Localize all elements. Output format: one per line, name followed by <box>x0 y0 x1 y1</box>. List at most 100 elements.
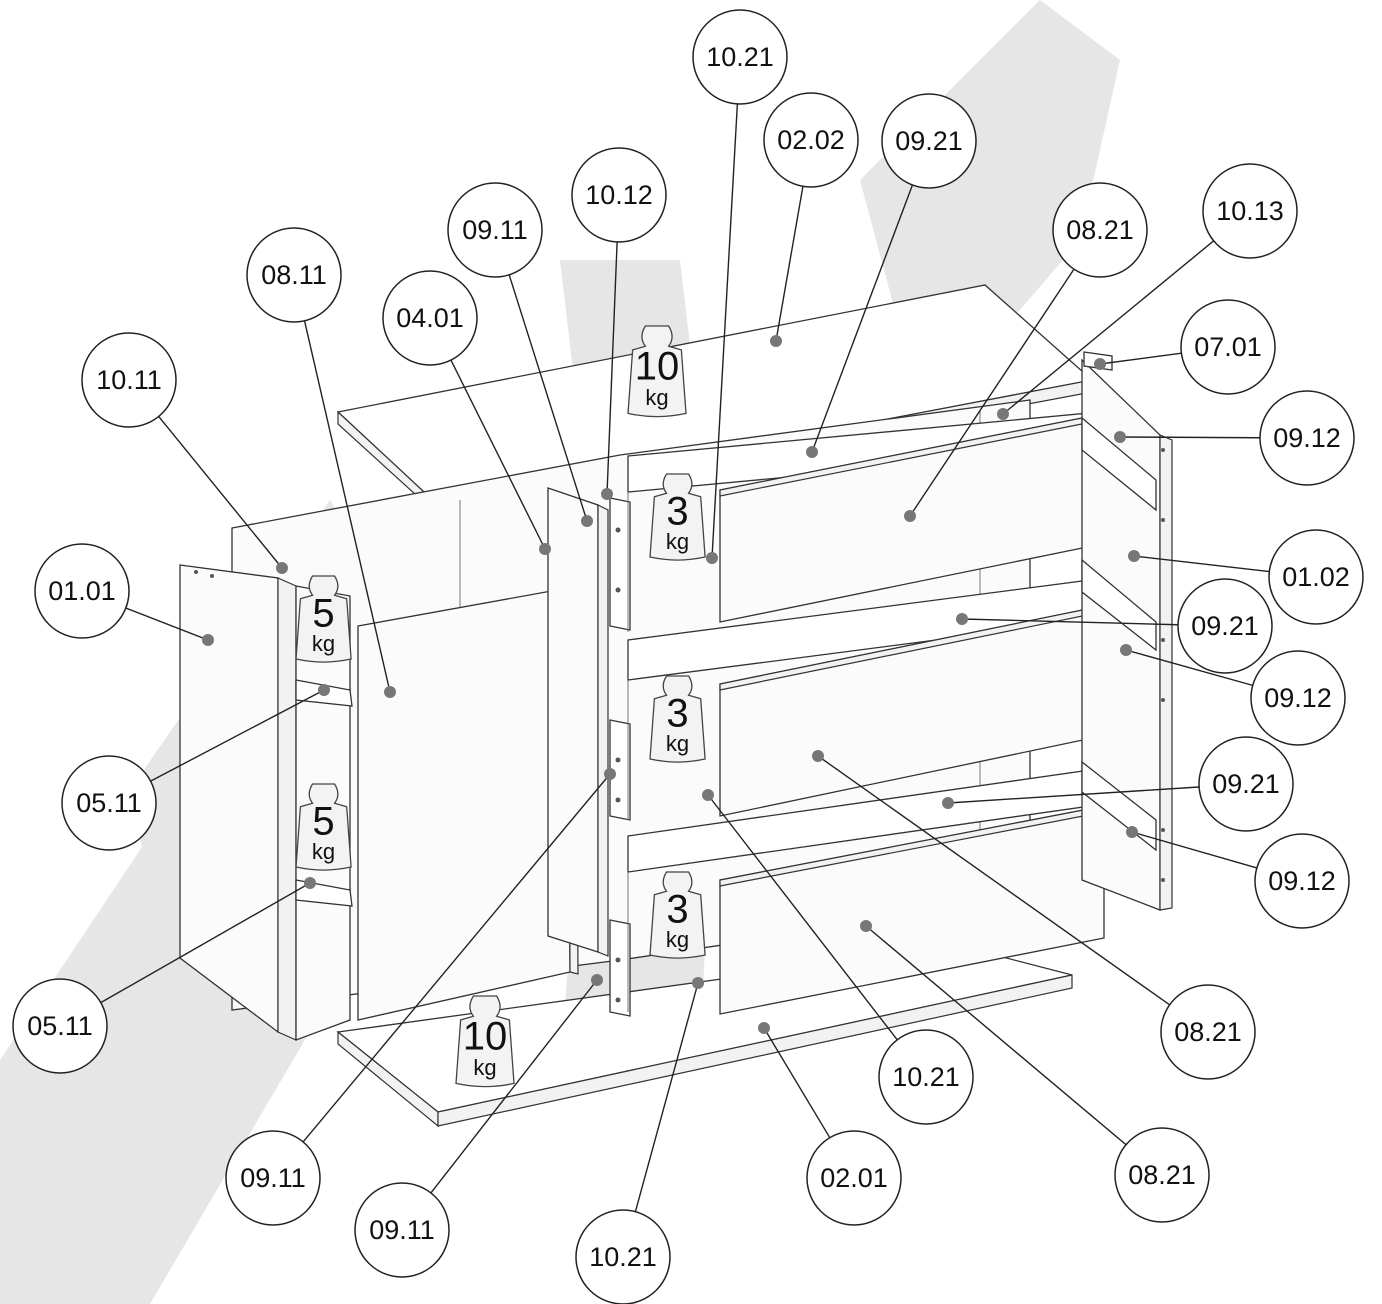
callout-label: 01.02 <box>1282 562 1350 592</box>
callout-bubble <box>1198 736 1294 832</box>
target-dot <box>702 789 714 801</box>
callout-bubble <box>878 1029 974 1125</box>
leader-line <box>450 359 546 550</box>
callout-label: 09.12 <box>1268 866 1336 896</box>
callout-09-12: 09.12 <box>1120 644 1346 746</box>
callout-label: 08.21 <box>1066 215 1134 245</box>
target-dot <box>942 797 954 809</box>
left-runners <box>609 497 631 1017</box>
callout-label: 10.11 <box>96 365 162 395</box>
weight-unit: kg <box>473 1055 496 1080</box>
callout-label: 10.21 <box>589 1242 657 1272</box>
callout-07-01: 07.01 <box>1094 299 1276 395</box>
callout-label: 02.01 <box>820 1163 888 1193</box>
leader-line <box>634 982 699 1212</box>
callout-bubble <box>575 1209 671 1304</box>
callout-09-21: 09.21 <box>806 93 977 458</box>
callout-bubble <box>806 1130 902 1226</box>
callout-bubble <box>1268 529 1364 625</box>
callout-09-12: 09.12 <box>1114 390 1355 486</box>
target-dot <box>601 488 613 500</box>
callout-04-01: 04.01 <box>382 270 551 555</box>
callout-label: 02.02 <box>777 125 845 155</box>
leader-line <box>100 882 311 1004</box>
callout-bubble <box>1160 984 1256 1080</box>
leader-line <box>1125 649 1253 687</box>
weight-value: 3 <box>666 888 688 932</box>
target-dot <box>539 543 551 555</box>
weight-unit: kg <box>666 927 689 952</box>
target-dot <box>1128 550 1140 562</box>
callout-08-11: 08.11 <box>246 227 396 698</box>
weight-unit: kg <box>645 385 668 410</box>
weight-value: 3 <box>666 692 688 736</box>
leader-line <box>961 618 1179 626</box>
callout-label: 10.13 <box>1216 196 1284 226</box>
callout-01-02: 01.02 <box>1128 529 1364 625</box>
leader-line <box>817 755 1171 1006</box>
weight-body <box>295 575 352 663</box>
left-door <box>357 587 579 1021</box>
callout-bubble <box>692 9 788 105</box>
target-dot <box>956 613 968 625</box>
callout-bubble <box>382 270 478 366</box>
target-dot <box>1126 826 1138 838</box>
weight-icon-3kg: 3kg <box>649 675 706 763</box>
callout-08-21: 08.21 <box>812 750 1256 1080</box>
target-dot <box>770 335 782 347</box>
leader-line <box>909 268 1075 517</box>
callout-bubble <box>1177 578 1273 674</box>
leader-line <box>430 979 598 1194</box>
callout-label: 07.01 <box>1194 332 1262 362</box>
drawer-fronts <box>719 413 1105 1015</box>
weight-unit: kg <box>312 631 335 656</box>
weight-value: 5 <box>312 592 334 636</box>
callout-10-13: 10.13 <box>997 163 1298 420</box>
callout-09-12: 09.12 <box>1126 826 1350 929</box>
callout-02-02: 02.02 <box>763 92 859 347</box>
callout-bubble <box>1254 833 1350 929</box>
target-dot <box>806 446 818 458</box>
weight-value: 10 <box>463 1014 508 1058</box>
callout-label: 09.21 <box>1212 769 1280 799</box>
callout-09-11: 09.11 <box>225 768 616 1226</box>
callout-label: 10.21 <box>706 42 774 72</box>
leader-line <box>158 416 283 569</box>
target-dot <box>581 515 593 527</box>
leader-line <box>947 786 1200 804</box>
callout-10-21: 10.21 <box>702 789 974 1125</box>
leader-line <box>1131 831 1258 869</box>
callout-label: 09.12 <box>1264 683 1332 713</box>
leader-line <box>775 186 804 342</box>
callout-bubble <box>81 332 177 428</box>
callout-label: 01.01 <box>48 576 116 606</box>
weight-unit: kg <box>312 839 335 864</box>
callout-bubble <box>12 978 108 1074</box>
weight-value: 10 <box>635 344 680 388</box>
weight-icon-5kg: 5kg <box>295 783 352 871</box>
leader-line <box>763 1027 831 1139</box>
callout-09-11: 09.11 <box>354 974 603 1278</box>
target-dot <box>860 920 872 932</box>
center-partition <box>547 487 609 957</box>
target-dot <box>706 552 718 564</box>
target-dot <box>692 977 704 989</box>
weight-unit: kg <box>666 731 689 756</box>
callout-label: 09.11 <box>462 215 528 245</box>
callout-label: 04.01 <box>396 303 464 333</box>
callout-08-21: 08.21 <box>904 182 1148 522</box>
callout-bubble <box>34 543 130 639</box>
callout-label: 10.21 <box>892 1062 960 1092</box>
callout-10-11: 10.11 <box>81 332 288 574</box>
callout-label: 09.11 <box>240 1163 306 1193</box>
callout-bubble <box>1202 163 1298 259</box>
leader-line <box>303 320 391 693</box>
weight-icon-3kg: 3kg <box>649 871 706 959</box>
leader-line <box>1133 555 1270 573</box>
target-dot <box>1094 358 1106 370</box>
callout-bubble <box>225 1130 321 1226</box>
target-dot <box>304 877 316 889</box>
callout-label: 09.21 <box>1191 611 1259 641</box>
